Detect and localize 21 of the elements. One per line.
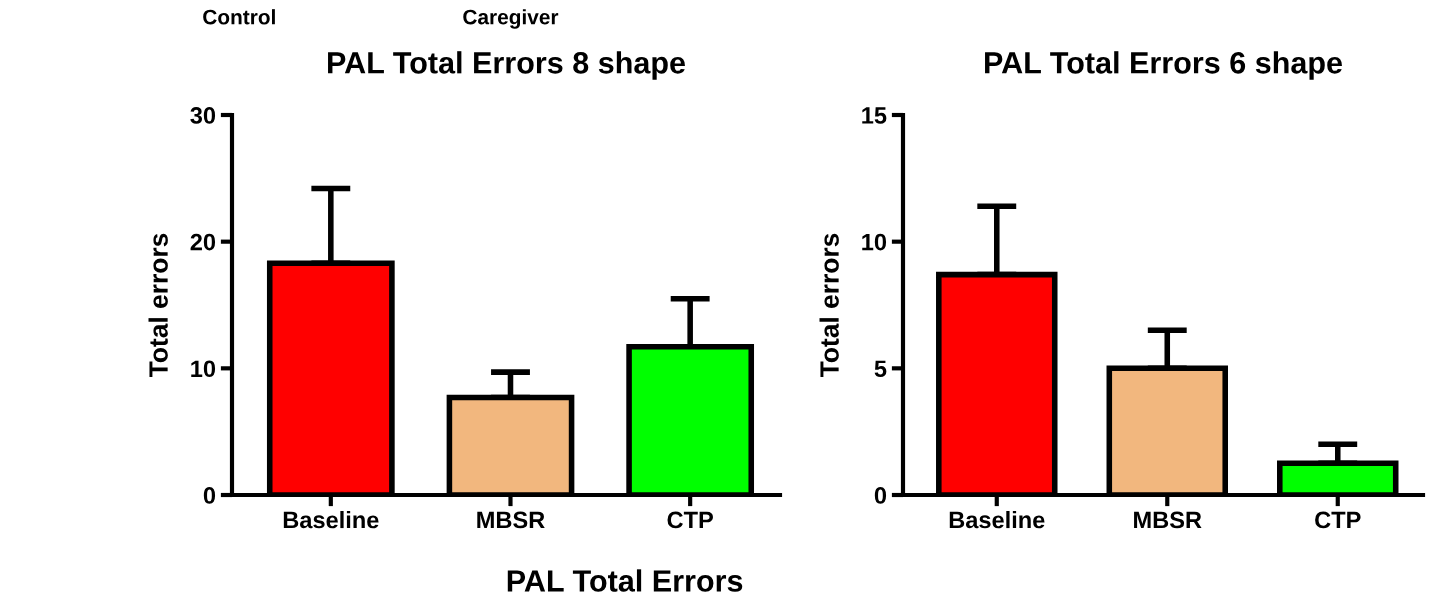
y-axis-title: Total errors: [819, 233, 839, 378]
y-tick-label: 15: [862, 107, 887, 124]
x-tick-label: Baseline: [283, 510, 379, 529]
text: Control: [203, 9, 275, 25]
x-tick-label: CTP: [667, 511, 713, 529]
text: PAL Total Errors: [507, 569, 743, 592]
y-tick-label: 0: [203, 487, 216, 504]
y-tick-label: 5: [874, 360, 887, 378]
x-tick-label: MBSR: [477, 511, 545, 529]
x-tick-label: CTP: [1315, 511, 1361, 529]
text: Caregiver: [463, 9, 559, 29]
x-tick-label: MBSR: [1134, 511, 1202, 529]
y-axis-title: Total errors: [148, 233, 168, 378]
chart-title: PAL Total Errors 8 shape: [328, 51, 685, 80]
y-tick-label: 10: [191, 360, 216, 378]
chart-title: PAL Total Errors 6 shape: [985, 51, 1342, 80]
y-tick-label: 10: [862, 233, 887, 251]
y-tick-label: 20: [190, 233, 216, 251]
y-tick-label: 30: [190, 107, 216, 124]
x-tick-label: Baseline: [949, 510, 1045, 529]
y-tick-label: 0: [874, 487, 887, 504]
